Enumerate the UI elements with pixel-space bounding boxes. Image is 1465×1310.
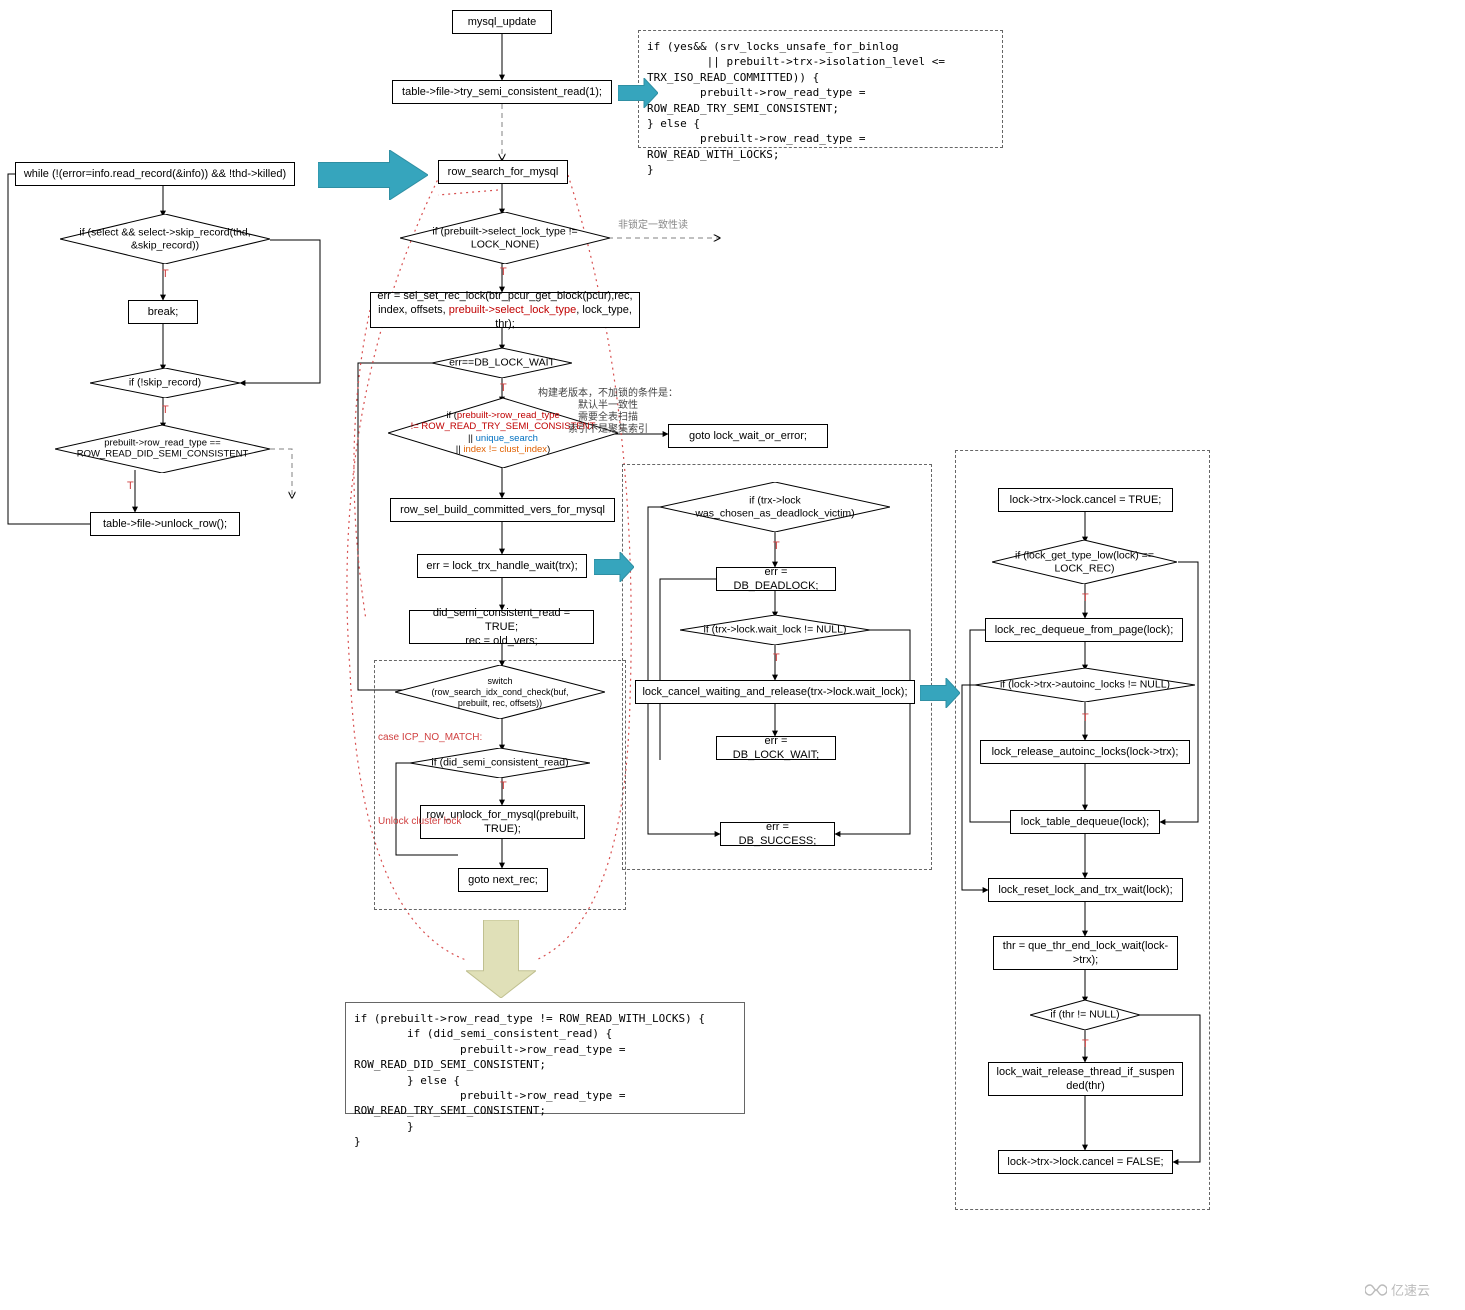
diamond-lock-rec: if (lock_get_type_low(lock) ==LOCK_REC) [992, 540, 1177, 584]
block-arrow [920, 678, 960, 713]
annotation-chinese: 构建老版本，不加锁的条件是：默认半一致性需要全表扫描索引不是聚集索引 [538, 388, 678, 436]
t-label: T [500, 382, 507, 394]
text: if (trx->lockwas_chosen_as_deadlock_vict… [677, 494, 873, 519]
code: if (prebuilt->row_read_type != ROW_READ_… [354, 1012, 705, 1148]
t-label: T [162, 404, 169, 416]
text: prebuilt->row_read_type ==ROW_READ_DID_S… [71, 438, 254, 461]
box-break: break; [128, 300, 198, 324]
box-build-committed: row_sel_build_committed_vers_for_mysql [390, 498, 615, 522]
t-label: T [162, 268, 169, 280]
text: lock->trx->lock.cancel = FALSE; [1007, 1155, 1163, 1169]
box-goto-lock-wait: goto lock_wait_or_error; [668, 424, 828, 448]
text: row_sel_build_committed_vers_for_mysql [400, 503, 605, 517]
text: if (did_semi_consistent_read) [424, 757, 577, 770]
code: if (yes&& (srv_locks_unsafe_for_binlog |… [647, 40, 952, 176]
box-mysql-update: mysql_update [452, 10, 552, 34]
infinity-icon [1365, 1283, 1387, 1297]
text: if (lock_get_type_low(lock) ==LOCK_REC) [1006, 549, 1163, 574]
box-lock-cancel-true: lock->trx->lock.cancel = TRUE; [998, 488, 1173, 512]
t-label: T [773, 652, 780, 664]
text: lock_reset_lock_and_trx_wait(lock); [998, 883, 1172, 897]
text: err = lock_trx_handle_wait(trx); [426, 559, 577, 573]
text: lock->trx->lock.cancel = TRUE; [1010, 493, 1162, 507]
diamond-thr-null: if (thr != NULL) [1030, 1000, 1140, 1030]
diamond-lock-none: if (prebuilt->select_lock_type !=LOCK_NO… [400, 212, 610, 264]
box-db-deadlock: err = DB_DEADLOCK; [716, 567, 836, 591]
block-arrow [466, 920, 536, 1003]
text: err = DB_SUCCESS; [727, 820, 828, 849]
code-bottom: if (prebuilt->row_read_type != ROW_READ_… [345, 1002, 745, 1114]
t-label: T [127, 480, 134, 492]
diamond-victim: if (trx->lockwas_chosen_as_deadlock_vict… [660, 482, 890, 532]
text: table->file->try_semi_consistent_read(1)… [402, 85, 602, 99]
label-nonlock: 非锁定一致性读 [618, 216, 688, 231]
label-unlock-cluster: Unlock cluster lock [378, 816, 461, 827]
text: row_search_for_mysql [448, 165, 559, 179]
text: 亿速云 [1391, 1280, 1430, 1299]
box-db-success: err = DB_SUCCESS; [720, 822, 835, 846]
t-label: T [1082, 592, 1089, 604]
text: thr = que_thr_end_lock_wait(lock->trx); [1003, 939, 1168, 968]
text: if (!skip_record) [101, 377, 229, 390]
box-db-lock-wait2: err = DB_LOCK_WAIT; [716, 736, 836, 760]
text: if (prebuilt->select_lock_type !=LOCK_NO… [416, 225, 595, 250]
box-unlock-row: table->file->unlock_row(); [90, 512, 240, 536]
text: lock_rec_dequeue_from_page(lock); [995, 623, 1174, 637]
text: err==DB_LOCK_WAIT [443, 357, 562, 370]
text: mysql_update [468, 15, 537, 29]
text: did_semi_consistent_read = TRUE;rec = ol… [416, 606, 587, 649]
text: switch(row_search_idx_cond_check(buf,pre… [411, 676, 590, 708]
box-goto-next-rec: goto next_rec; [458, 868, 548, 892]
text: if (lock->trx->autoinc_locks != NULL) [992, 679, 1179, 692]
box-table-dequeue: lock_table_dequeue(lock); [1010, 810, 1160, 834]
box-wait-release: lock_wait_release_thread_if_suspended(th… [988, 1062, 1183, 1096]
box-lock-cancel: lock_cancel_waiting_and_release(trx->loc… [635, 680, 915, 704]
watermark: 亿速云 [1365, 1280, 1430, 1299]
diamond-select-skip: if (select && select->skip_record(thd,&s… [60, 214, 270, 264]
diamond-wait-lock-null: if (trx->lock.wait_lock != NULL) [680, 615, 870, 645]
t-label: T [1082, 1038, 1089, 1050]
text: err = sel_set_rec_lock(btr_pcur_get_bloc… [377, 289, 633, 332]
text: goto lock_wait_or_error; [689, 429, 807, 443]
text: if (trx->lock.wait_lock != NULL) [694, 624, 856, 637]
t-label: T [500, 266, 507, 278]
text: break; [148, 305, 179, 319]
box-err-sel: err = sel_set_rec_lock(btr_pcur_get_bloc… [370, 292, 640, 328]
text: lock_table_dequeue(lock); [1021, 815, 1149, 829]
text: lock_wait_release_thread_if_suspended(th… [997, 1065, 1175, 1094]
block-arrow [594, 552, 634, 587]
diamond-autoinc: if (lock->trx->autoinc_locks != NULL) [975, 668, 1195, 702]
box-lock-trx-handle: err = lock_trx_handle_wait(trx); [417, 554, 587, 578]
diamond-did-semi-read: if (did_semi_consistent_read) [410, 748, 590, 778]
text: lock_cancel_waiting_and_release(trx->loc… [642, 685, 907, 699]
text: if (thr != NULL) [1038, 1009, 1132, 1022]
box-release-autoinc: lock_release_autoinc_locks(lock->trx); [980, 740, 1190, 764]
text: err = DB_LOCK_WAIT; [723, 734, 829, 763]
text: goto next_rec; [468, 873, 538, 887]
label-case-icp: case ICP_NO_MATCH: [378, 732, 482, 743]
block-arrow [618, 78, 658, 113]
box-row-search: row_search_for_mysql [438, 160, 568, 184]
text: lock_release_autoinc_locks(lock->trx); [992, 745, 1179, 759]
box-while: while (!(error=info.read_record(&info)) … [15, 162, 295, 186]
box-que-thr: thr = que_thr_end_lock_wait(lock->trx); [993, 936, 1178, 970]
diamond-did-semi2: prebuilt->row_read_type ==ROW_READ_DID_S… [55, 425, 270, 473]
box-try-semi: table->file->try_semi_consistent_read(1)… [392, 80, 612, 104]
diamond-switch: switch(row_search_idx_cond_check(buf,pre… [395, 665, 605, 719]
block-arrow [318, 150, 428, 205]
text: err = DB_DEADLOCK; [723, 565, 829, 594]
code-top-right: if (yes&& (srv_locks_unsafe_for_binlog |… [638, 30, 1003, 148]
t-label: T [773, 540, 780, 552]
text: table->file->unlock_row(); [103, 517, 227, 531]
box-reset-lock: lock_reset_lock_and_trx_wait(lock); [988, 878, 1183, 902]
box-did-semi: did_semi_consistent_read = TRUE;rec = ol… [409, 610, 594, 644]
diamond-skip-record: if (!skip_record) [90, 368, 240, 398]
diamond-db-lock-wait: err==DB_LOCK_WAIT [432, 348, 572, 378]
box-cancel-false: lock->trx->lock.cancel = FALSE; [998, 1150, 1173, 1174]
t-label: T [500, 780, 507, 792]
box-rec-dequeue: lock_rec_dequeue_from_page(lock); [985, 618, 1183, 642]
text: while (!(error=info.read_record(&info)) … [24, 167, 286, 181]
text: if (select && select->skip_record(thd,&s… [76, 226, 255, 251]
t-label: T [1082, 712, 1089, 724]
